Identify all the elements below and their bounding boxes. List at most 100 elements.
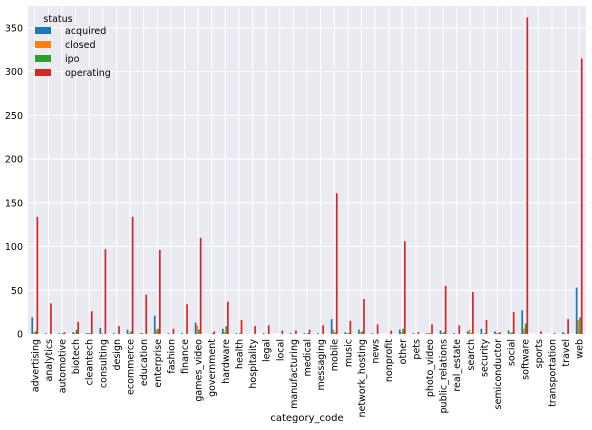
bar-ipo <box>402 328 404 334</box>
y-tick-label: 0 <box>17 330 23 341</box>
bar-closed <box>33 332 35 334</box>
x-tick-label: biotech <box>71 339 82 374</box>
legend-title: status <box>43 14 72 25</box>
bar-acquired <box>58 333 61 334</box>
bar-operating <box>77 321 80 334</box>
bar-acquired <box>221 328 224 334</box>
bar-closed <box>155 329 158 334</box>
legend-label-closed: closed <box>65 40 96 51</box>
bar-ipo <box>130 331 132 334</box>
bar-closed <box>87 333 90 334</box>
bar-closed <box>73 333 76 334</box>
bar-closed <box>101 333 103 334</box>
bar-operating <box>472 292 474 334</box>
bar-acquired <box>466 331 469 334</box>
bar-ipo <box>334 332 336 334</box>
bar-ipo <box>34 331 37 334</box>
bar-closed <box>346 333 348 334</box>
bar-acquired <box>31 317 34 334</box>
x-tick-label: public_relations <box>439 339 450 414</box>
x-tick-label: legal <box>262 339 273 362</box>
bar-ipo <box>470 333 473 334</box>
bar-acquired <box>45 333 47 334</box>
bar-ipo <box>443 332 445 334</box>
bar-closed <box>495 333 498 334</box>
bar-operating <box>431 324 433 334</box>
bar-ipo <box>198 329 200 334</box>
bar-closed <box>359 332 362 334</box>
bar-acquired <box>358 329 360 334</box>
x-tick-label: photo_video <box>425 339 436 397</box>
bar-operating <box>322 325 325 334</box>
bar-acquired <box>453 333 456 334</box>
bar-acquired <box>113 333 115 334</box>
x-tick-label: semiconductor <box>493 339 504 410</box>
x-tick-label: hardware <box>221 339 232 384</box>
bar-acquired <box>439 330 442 334</box>
bar-acquired <box>235 333 238 334</box>
x-tick-label: automotive <box>58 339 69 393</box>
y-tick-label: 300 <box>5 67 23 78</box>
x-tick-label: cleantech <box>85 339 96 385</box>
x-tick-label: pets <box>411 339 422 360</box>
bar-operating <box>526 17 529 334</box>
bar-operating <box>485 320 488 334</box>
bar-closed <box>141 333 144 334</box>
bar-ipo <box>579 317 581 334</box>
legend: status acquired closed ipo operating <box>35 14 111 79</box>
bar-ipo <box>307 333 309 334</box>
bar-operating <box>158 250 161 334</box>
x-axis-ticks: advertising analytics automotive biotech cle… <box>30 339 585 418</box>
bar-acquired <box>371 333 374 334</box>
bar-operating <box>186 304 188 334</box>
x-tick-label: analytics <box>44 339 55 382</box>
bar-ipo <box>361 331 364 334</box>
bar-operating <box>512 312 515 334</box>
legend-swatch-ipo <box>35 55 51 62</box>
bar-acquired <box>398 329 401 334</box>
bar-operating <box>90 311 93 334</box>
bar-ipo <box>497 333 500 334</box>
bar-ipo <box>524 323 527 334</box>
x-tick-label: security <box>479 339 490 377</box>
legend-label-operating: operating <box>65 68 111 79</box>
legend-swatch-operating <box>35 69 51 76</box>
x-tick-label: fashion <box>166 339 177 374</box>
bar-acquired <box>575 287 578 334</box>
bar-acquired <box>494 331 496 334</box>
bar-closed <box>468 329 471 334</box>
bar-acquired <box>480 328 483 334</box>
bar-closed <box>523 328 525 334</box>
bar-operating <box>567 319 569 334</box>
bar-ipo <box>429 333 432 334</box>
bars <box>31 17 583 334</box>
bar-closed <box>509 333 512 334</box>
x-tick-label: government <box>207 339 218 397</box>
y-tick-label: 250 <box>5 111 23 122</box>
x-tick-label: health <box>234 339 245 369</box>
x-tick-label: real_estate <box>452 339 463 392</box>
bar-acquired <box>344 332 347 334</box>
bar-closed <box>441 333 444 334</box>
x-axis-label: category_code <box>270 413 343 424</box>
bar-operating <box>213 331 216 334</box>
bar-ipo <box>347 333 350 334</box>
x-tick-label: travel <box>561 339 572 367</box>
bar-acquired <box>412 333 415 334</box>
bar-closed <box>563 333 566 334</box>
x-tick-label: finance <box>180 339 191 374</box>
legend-swatch-acquired <box>35 27 51 34</box>
bar-ipo <box>483 333 486 334</box>
bar-acquired <box>507 330 510 334</box>
bar-ipo <box>75 329 78 334</box>
x-tick-label: messaging <box>316 339 327 391</box>
bar-operating <box>50 303 52 334</box>
y-tick-label: 50 <box>11 286 23 297</box>
bar-closed <box>577 320 580 334</box>
bar-operating <box>363 299 365 334</box>
bar-closed <box>332 329 335 334</box>
x-tick-label: games_video <box>194 339 205 402</box>
bar-acquired <box>317 333 319 334</box>
